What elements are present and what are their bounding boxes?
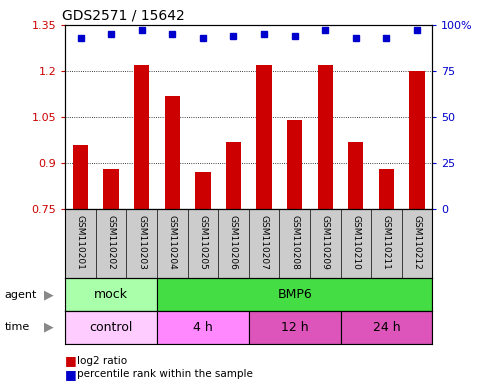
Text: GDS2571 / 15642: GDS2571 / 15642	[61, 8, 185, 22]
Text: mock: mock	[94, 288, 128, 301]
Bar	[134, 65, 149, 209]
Bar	[73, 145, 88, 209]
Bar	[249, 311, 341, 344]
Bar	[226, 142, 241, 209]
Bar	[65, 278, 157, 311]
Text: GSM110209: GSM110209	[321, 215, 330, 270]
Text: 24 h: 24 h	[372, 321, 400, 334]
Text: GSM110210: GSM110210	[351, 215, 360, 270]
Text: GSM110204: GSM110204	[168, 215, 177, 270]
Bar	[318, 65, 333, 209]
Text: 4 h: 4 h	[193, 321, 213, 334]
Bar	[157, 278, 432, 311]
Bar	[65, 311, 157, 344]
Text: time: time	[5, 322, 30, 333]
Text: GSM110203: GSM110203	[137, 215, 146, 270]
Text: GSM110208: GSM110208	[290, 215, 299, 270]
Bar	[103, 169, 119, 209]
Bar	[287, 120, 302, 209]
Bar	[165, 96, 180, 209]
Bar	[410, 71, 425, 209]
Bar	[348, 142, 364, 209]
Text: GSM110207: GSM110207	[259, 215, 269, 270]
Text: ■: ■	[65, 354, 77, 367]
Text: GSM110201: GSM110201	[76, 215, 85, 270]
Text: percentile rank within the sample: percentile rank within the sample	[77, 369, 253, 379]
Text: BMP6: BMP6	[277, 288, 312, 301]
Text: GSM110206: GSM110206	[229, 215, 238, 270]
Text: GSM110211: GSM110211	[382, 215, 391, 270]
Bar	[195, 172, 211, 209]
Text: log2 ratio: log2 ratio	[77, 356, 128, 366]
Bar	[341, 311, 432, 344]
Text: GSM110205: GSM110205	[199, 215, 207, 270]
Text: ▶: ▶	[43, 288, 53, 301]
Text: GSM110212: GSM110212	[412, 215, 422, 270]
Text: ■: ■	[65, 368, 77, 381]
Text: control: control	[89, 321, 133, 334]
Bar	[157, 311, 249, 344]
Text: agent: agent	[5, 290, 37, 300]
Text: 12 h: 12 h	[281, 321, 309, 334]
Text: GSM110202: GSM110202	[107, 215, 115, 270]
Bar	[256, 65, 272, 209]
Text: ▶: ▶	[43, 321, 53, 334]
Bar	[379, 169, 394, 209]
